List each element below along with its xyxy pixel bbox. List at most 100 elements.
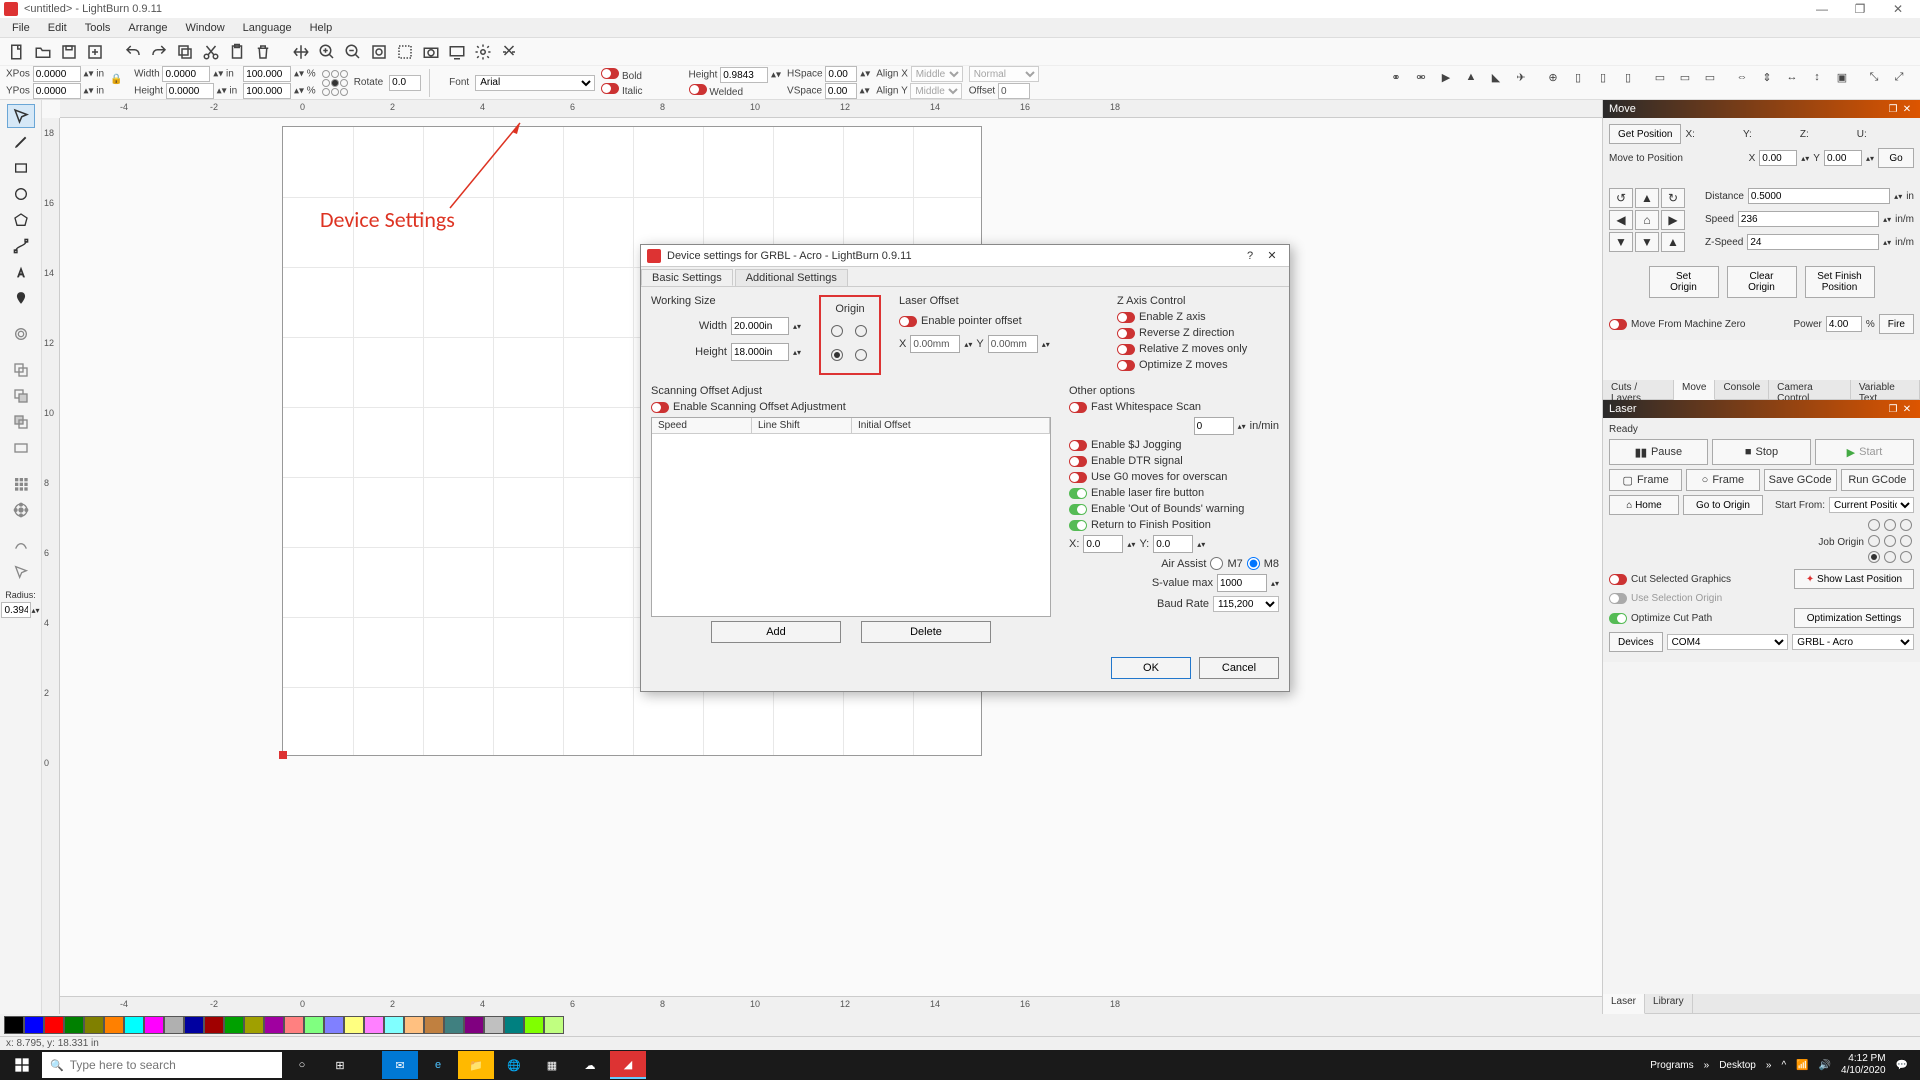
jog-nw[interactable]: ↺ [1609, 188, 1633, 208]
offset-tool[interactable] [7, 322, 35, 346]
device-settings-icon[interactable] [498, 41, 520, 63]
delete-icon[interactable] [252, 41, 274, 63]
home-button[interactable]: ⌂ Home [1609, 495, 1679, 515]
go-to-origin-button[interactable]: Go to Origin [1683, 495, 1763, 515]
network-icon[interactable]: 📶 [1796, 1060, 1808, 1071]
scan-offset-list[interactable]: Speed Line Shift Initial Offset [651, 417, 1051, 617]
move-y-input[interactable] [1824, 150, 1862, 166]
enable-scan-toggle[interactable] [651, 402, 669, 413]
finish-x-input[interactable] [1083, 535, 1123, 553]
devices-button[interactable]: Devices [1609, 632, 1663, 652]
outlook-icon[interactable]: ✉ [382, 1051, 418, 1079]
group-icon[interactable]: ⚭ [1385, 66, 1407, 88]
radius-input[interactable] [1, 602, 31, 618]
palette-swatch-4[interactable] [84, 1016, 104, 1034]
device-select[interactable]: GRBL - Acro [1792, 634, 1914, 650]
align-center-icon[interactable]: ⊕ [1542, 66, 1564, 88]
rect-tool[interactable] [7, 156, 35, 180]
save-icon[interactable] [58, 41, 80, 63]
cut-selected-toggle[interactable] [1609, 574, 1627, 585]
edge-icon[interactable]: e [420, 1051, 456, 1079]
enable-pointer-toggle[interactable] [899, 316, 917, 327]
zoom-fit-icon[interactable] [368, 41, 390, 63]
zoom-in-icon[interactable] [316, 41, 338, 63]
tab-console[interactable]: Console [1715, 380, 1769, 399]
menu-language[interactable]: Language [235, 20, 300, 36]
scale-x-input[interactable] [243, 66, 291, 82]
explorer-icon[interactable]: 📁 [458, 1051, 494, 1079]
align-top-icon[interactable]: ▭ [1649, 66, 1671, 88]
preview-icon[interactable] [446, 41, 468, 63]
jog-n[interactable]: ▲ [1635, 188, 1659, 208]
use-selection-toggle[interactable] [1609, 593, 1627, 604]
ungroup-icon[interactable]: ⚮ [1410, 66, 1432, 88]
menu-help[interactable]: Help [302, 20, 341, 36]
tab-move[interactable]: Move [1674, 380, 1715, 400]
close-button[interactable]: ✕ [1880, 1, 1916, 17]
get-position-button[interactable]: Get Position [1609, 124, 1681, 144]
desktop-toolbar[interactable]: Desktop [1719, 1060, 1756, 1071]
select-tool[interactable] [7, 104, 35, 128]
contract-icon[interactable]: ⤢ [1888, 66, 1910, 88]
zspeed-input[interactable] [1747, 234, 1879, 250]
position-tool[interactable] [7, 286, 35, 310]
optimize-cut-toggle[interactable] [1609, 613, 1627, 624]
xpos-input[interactable] [33, 66, 81, 82]
power-input[interactable] [1826, 316, 1862, 332]
width-input[interactable] [162, 66, 210, 82]
cortana-icon[interactable]: ○ [284, 1051, 320, 1079]
dist-v-icon[interactable]: ⇕ [1756, 66, 1778, 88]
dialog-close-button[interactable]: ✕ [1261, 249, 1283, 262]
align-right-icon[interactable]: ▯ [1617, 66, 1639, 88]
chrome-icon[interactable]: 🌐 [496, 1051, 532, 1079]
port-select[interactable]: COM4 [1667, 634, 1789, 650]
expand-icon[interactable]: ⤡ [1863, 66, 1885, 88]
origin-tl[interactable] [831, 325, 843, 337]
finish-y-input[interactable] [1153, 535, 1193, 553]
ws-width-input[interactable] [731, 317, 789, 335]
clock[interactable]: 4:12 PM 4/10/2020 [1841, 1053, 1886, 1077]
go-button[interactable]: Go [1878, 148, 1914, 168]
fast-whitespace-toggle[interactable] [1069, 402, 1087, 413]
jog-ne[interactable]: ↻ [1661, 188, 1685, 208]
move-close-icon[interactable]: ✕ [1900, 102, 1914, 116]
italic-toggle[interactable] [601, 83, 619, 94]
align-hcenter-icon[interactable]: ▭ [1674, 66, 1696, 88]
bool2-tool[interactable] [7, 410, 35, 434]
align-vcenter-icon[interactable]: ▯ [1592, 66, 1614, 88]
lightburn-icon[interactable]: ◢ [610, 1051, 646, 1079]
ws-height-input[interactable] [731, 343, 789, 361]
palette-swatch-20[interactable] [404, 1016, 424, 1034]
palette-swatch-5[interactable] [104, 1016, 124, 1034]
palette-swatch-11[interactable] [224, 1016, 244, 1034]
undo-icon[interactable] [122, 41, 144, 63]
dist-h-icon[interactable]: ⇔ [1731, 66, 1753, 88]
start-button[interactable] [4, 1051, 40, 1079]
origin-br[interactable] [855, 349, 867, 361]
move-restore-icon[interactable]: ❐ [1886, 102, 1900, 116]
menu-arrange[interactable]: Arrange [120, 20, 175, 36]
same-height-icon[interactable]: ↕ [1806, 66, 1828, 88]
aligny-select[interactable]: Middle [910, 83, 962, 99]
open-icon[interactable] [32, 41, 54, 63]
oob-toggle[interactable] [1069, 504, 1087, 515]
save-gcode-button[interactable]: Save GCode [1764, 469, 1837, 491]
new-icon[interactable] [6, 41, 28, 63]
height-input[interactable] [166, 83, 214, 99]
jog-home[interactable]: ⌂ [1635, 210, 1659, 230]
align-bottom-icon[interactable]: ▭ [1699, 66, 1721, 88]
settings-icon[interactable] [472, 41, 494, 63]
tab-basic-settings[interactable]: Basic Settings [641, 269, 733, 286]
stop-button[interactable]: ■Stop [1712, 439, 1811, 465]
flip-icon[interactable]: ◣ [1485, 66, 1507, 88]
copy-icon[interactable] [174, 41, 196, 63]
pause-button[interactable]: ▮▮Pause [1609, 439, 1708, 465]
tab-camera[interactable]: Camera Control [1769, 380, 1851, 399]
jog-zu[interactable]: ▲ [1661, 232, 1685, 252]
set-finish-button[interactable]: Set Finish Position [1805, 266, 1875, 298]
zoom-out-icon[interactable] [342, 41, 364, 63]
welded-toggle[interactable] [689, 84, 707, 95]
add-button[interactable]: Add [711, 621, 841, 643]
palette-swatch-16[interactable] [324, 1016, 344, 1034]
scale-y-input[interactable] [243, 83, 291, 99]
